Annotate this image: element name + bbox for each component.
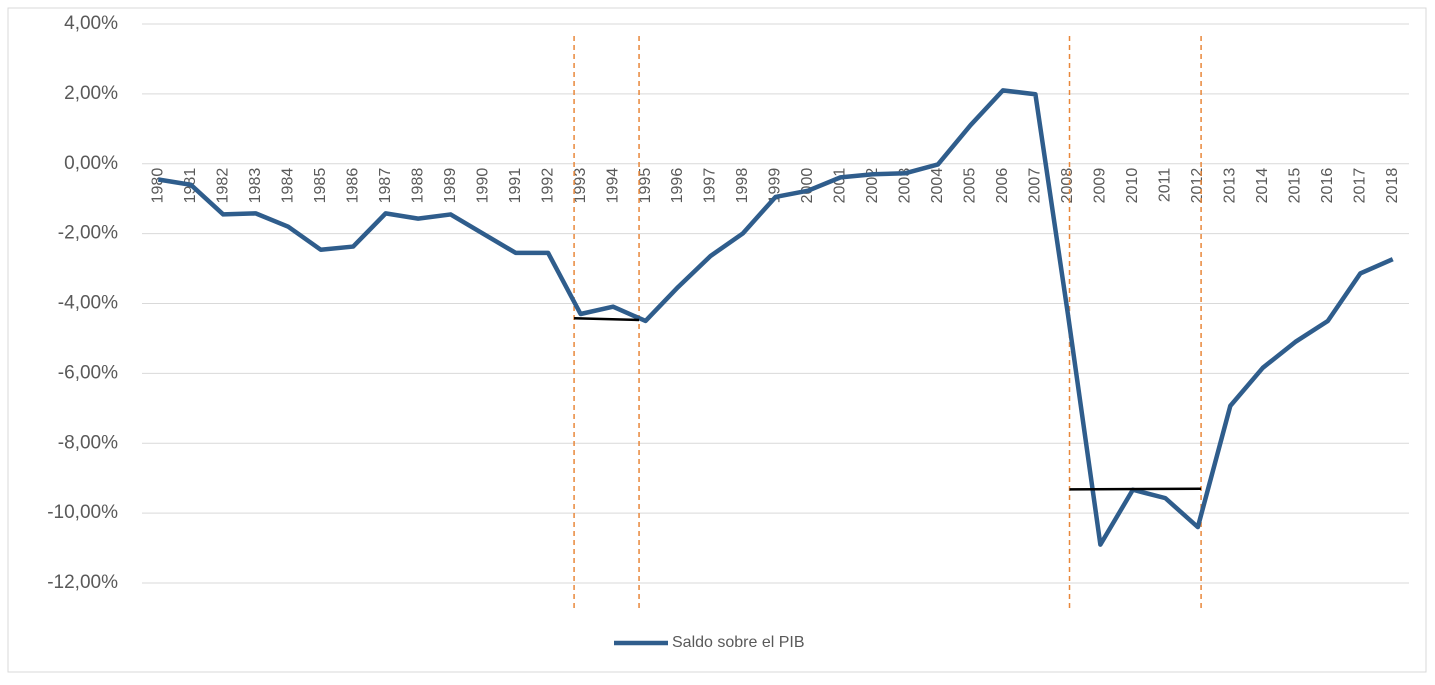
x-tick-label: 2012: [1189, 168, 1206, 204]
y-tick-label: -8,00%: [58, 432, 118, 453]
x-tick-label: 2015: [1287, 168, 1304, 204]
x-tick-label: 1993: [572, 168, 589, 204]
x-tick-label: 2018: [1384, 168, 1401, 204]
x-tick-label: 1989: [442, 168, 459, 204]
x-tick-label: 2004: [929, 168, 946, 204]
x-tick-label: 2006: [994, 168, 1011, 204]
y-tick-label: 0,00%: [64, 153, 118, 174]
x-tick-label: 1987: [377, 168, 394, 204]
x-tick-label: 2017: [1351, 168, 1368, 204]
x-tick-label: 1986: [344, 168, 361, 204]
x-tick-label: 1984: [279, 168, 296, 204]
y-tick-label: -12,00%: [47, 572, 118, 593]
x-tick-label: 2014: [1254, 168, 1271, 204]
x-tick-label: 1983: [247, 168, 264, 204]
x-tick-label: 2003: [897, 168, 914, 204]
x-tick-label: 2007: [1027, 168, 1044, 204]
x-tick-label: 1996: [669, 168, 686, 204]
x-tick-label: 1982: [214, 168, 231, 204]
y-tick-label: 2,00%: [64, 83, 118, 104]
x-tick-label: 2001: [832, 168, 849, 204]
x-tick-label: 1985: [312, 168, 329, 204]
x-tick-label: 1990: [474, 168, 491, 204]
x-tick-label: 2011: [1157, 168, 1174, 203]
x-tick-label: 2010: [1124, 168, 1141, 204]
x-tick-label: 2016: [1319, 168, 1336, 204]
y-tick-label: -4,00%: [58, 293, 118, 314]
x-tick-label: 2000: [799, 168, 816, 204]
legend-label: Saldo sobre el PIB: [672, 634, 805, 651]
data-line: [157, 88, 1394, 547]
y-tick-label: -10,00%: [47, 502, 118, 523]
x-tick-label: 1995: [637, 168, 654, 204]
y-tick-label: -6,00%: [58, 362, 118, 383]
x-tick-label: 2013: [1222, 168, 1239, 204]
x-tick-label: 1980: [149, 168, 166, 204]
y-tick-label: -2,00%: [58, 223, 118, 244]
x-tick-label: 1992: [539, 168, 556, 204]
x-tick-label: 2005: [962, 168, 979, 204]
average-line: [574, 316, 640, 322]
x-tick-label: 2008: [1059, 168, 1076, 204]
x-tick-label: 2009: [1092, 168, 1109, 204]
x-tick-label: 1998: [734, 168, 751, 204]
x-tick-label: 1994: [604, 168, 621, 204]
chart-border: [7, 7, 1427, 673]
y-tick-label: 4,00%: [64, 13, 118, 34]
x-tick-label: 1988: [409, 168, 426, 204]
average-line: [1069, 487, 1202, 491]
x-tick-label: 1997: [702, 168, 719, 204]
x-tick-label: 1991: [507, 168, 524, 204]
